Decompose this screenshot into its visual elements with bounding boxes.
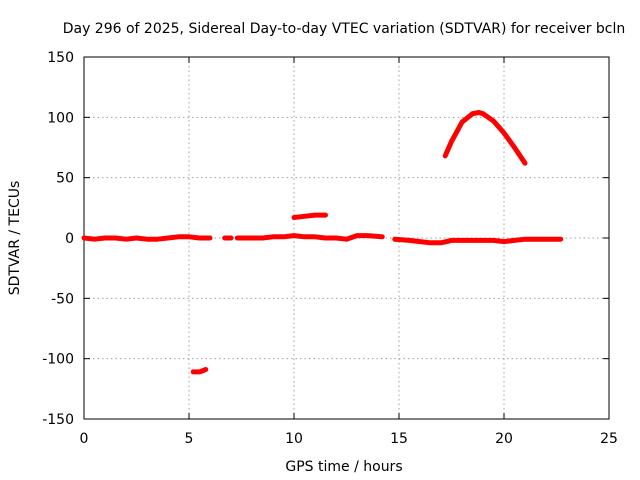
x-tick-label: 5	[185, 431, 194, 447]
x-tick-label: 10	[285, 431, 303, 447]
y-tick-label: -100	[42, 352, 74, 368]
series-segment-positive	[291, 212, 328, 220]
series-group	[81, 110, 564, 375]
series-segment-negative	[190, 367, 209, 375]
chart-title: Day 296 of 2025, Sidereal Day-to-day VTE…	[63, 21, 626, 37]
x-tick-label: 25	[600, 431, 618, 447]
series-baseline-a	[81, 234, 213, 242]
series-arc-high	[442, 110, 528, 166]
axis-ticks: 0 5 10 15 20 25 -150 -100 -50 0 50 100 150	[42, 50, 618, 447]
y-axis-label: SDTVAR / TECUs	[7, 181, 23, 296]
y-tick-label: 150	[47, 50, 74, 66]
series-baseline-d	[392, 236, 564, 246]
y-tick-label: 100	[47, 110, 74, 126]
series-baseline-c	[234, 233, 385, 242]
y-tick-label: -50	[51, 291, 74, 307]
x-tick-label: 0	[80, 431, 89, 447]
x-axis-label: GPS time / hours	[285, 459, 402, 475]
y-tick-label: -150	[42, 412, 74, 428]
y-tick-label: 0	[65, 231, 74, 247]
x-tick-label: 20	[495, 431, 513, 447]
y-tick-label: 50	[56, 171, 74, 187]
x-tick-label: 15	[390, 431, 408, 447]
